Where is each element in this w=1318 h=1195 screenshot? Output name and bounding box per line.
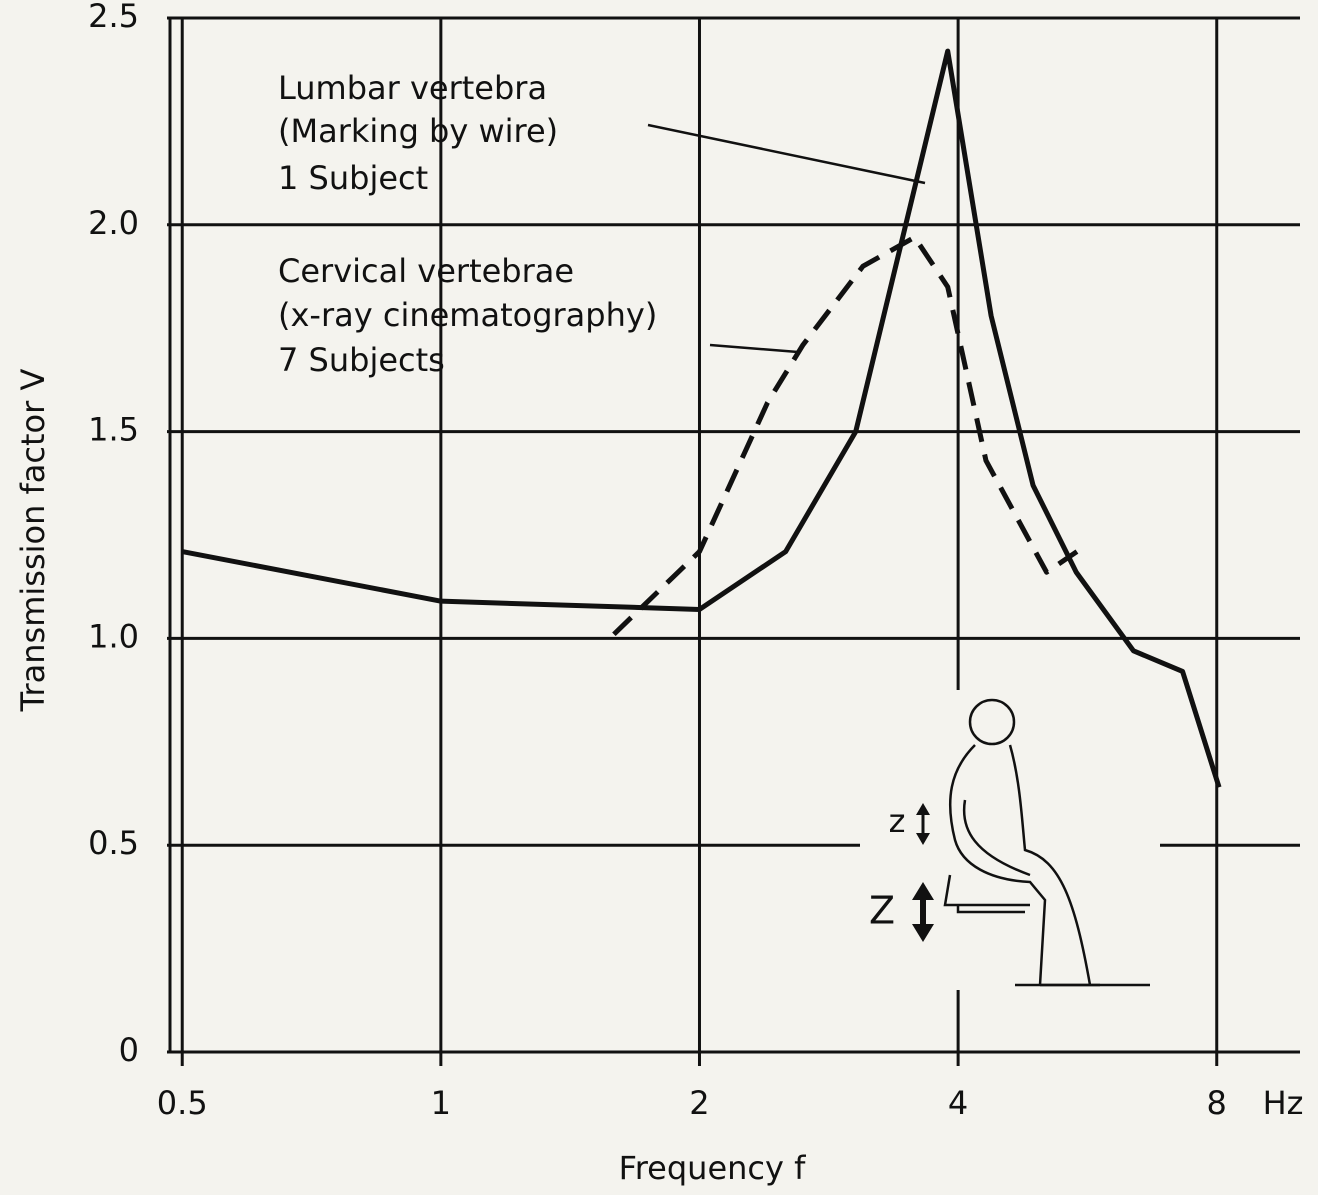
x-tick-label: 4 [948, 1084, 968, 1122]
chart: 0 0.5 1.0 1.5 2.0 2.5 0.5 1 2 4 8 z Z Lumbar verte… [0, 0, 1318, 1195]
leader-line [710, 345, 798, 352]
leader-line [648, 125, 925, 183]
annotation: 7 Subjects [278, 341, 445, 379]
x-unit: Hz [1263, 1084, 1304, 1122]
x-tick-label: 0.5 [157, 1084, 208, 1122]
x-axis-label: Frequency f [619, 1149, 806, 1187]
x-tick-label: 8 [1207, 1084, 1227, 1122]
annotation: Cervical vertebrae [278, 252, 574, 290]
seated-person-figure: z Z [860, 690, 1160, 990]
x-tick-label: 1 [431, 1084, 451, 1122]
y-tick-label: 1.0 [88, 617, 139, 655]
annotation: (x-ray cinematography) [278, 296, 657, 334]
y-tick-label: 0 [119, 1031, 139, 1069]
figure-label: Z [869, 889, 895, 933]
y-tick-label: 1.5 [88, 411, 139, 449]
figure-label: z [889, 802, 906, 840]
y-axis-label: Transmission factor V [14, 369, 52, 713]
y-tick-label: 2.0 [88, 204, 139, 242]
y-tick-label: 0.5 [88, 824, 139, 862]
y-tick-label: 2.5 [88, 0, 139, 35]
annotation: Lumbar vertebra [278, 69, 547, 107]
x-tick-label: 2 [689, 1084, 709, 1122]
line-series [614, 237, 1077, 634]
annotation: 1 Subject [278, 159, 428, 197]
annotation: (Marking by wire) [278, 112, 558, 150]
